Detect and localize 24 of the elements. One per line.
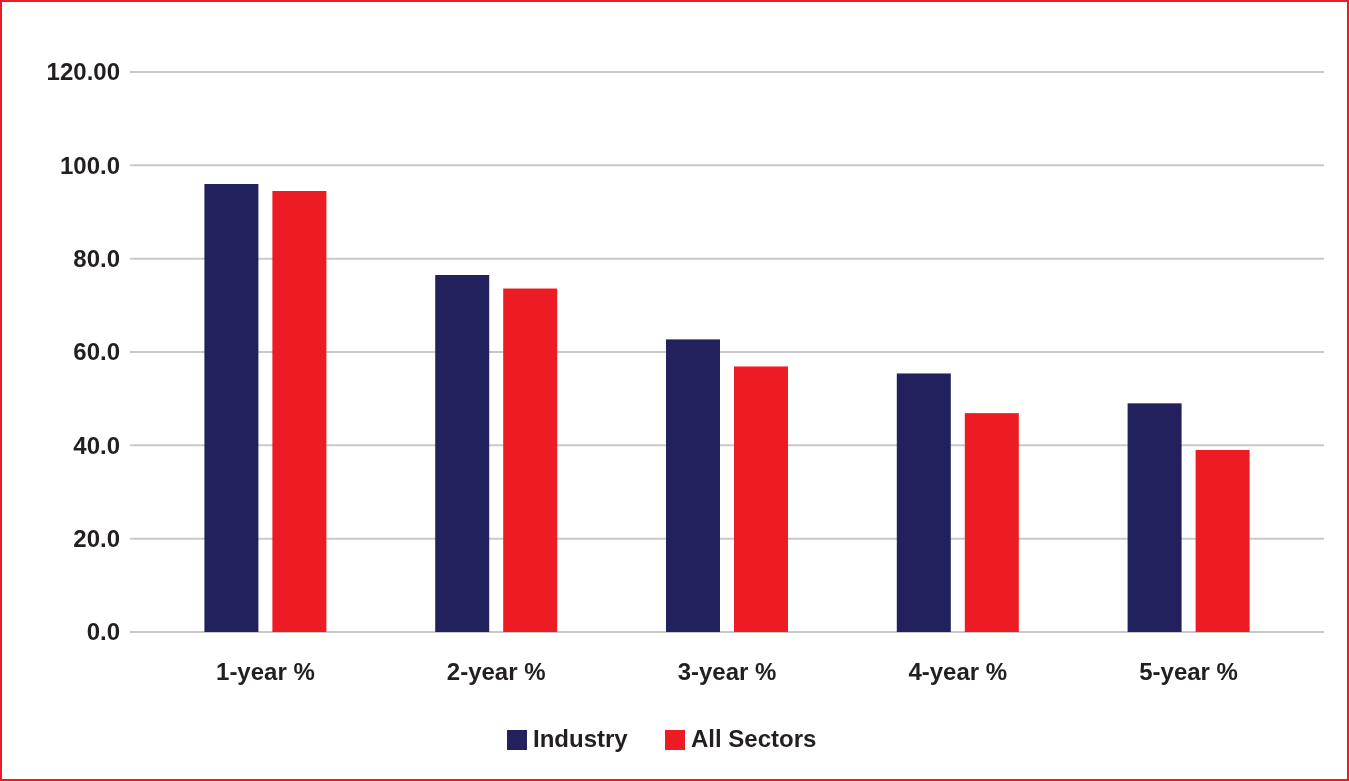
bar <box>666 339 720 632</box>
x-tick-label: 4-year % <box>908 658 1008 685</box>
y-tick-label: 20.0 <box>73 525 120 553</box>
y-tick-label: 0.0 <box>86 618 120 646</box>
x-tick-label: 3-year % <box>677 658 777 685</box>
bar <box>503 288 558 632</box>
bar <box>272 191 327 632</box>
y-tick-label: 100.0 <box>59 151 120 179</box>
bar <box>1127 403 1182 632</box>
y-tick-label: 120.00 <box>46 58 120 86</box>
legend-label: All Sectors <box>691 725 817 753</box>
y-tick-label: 60.0 <box>73 338 120 366</box>
y-tick-label: 40.0 <box>73 431 120 459</box>
x-tick-label: 2-year % <box>446 658 546 685</box>
bar <box>435 275 490 632</box>
x-tick-label: 5-year % <box>1139 658 1238 685</box>
bar <box>964 413 1019 632</box>
bar <box>734 366 788 632</box>
y-tick-label: 80.0 <box>73 245 120 273</box>
bar <box>896 373 951 632</box>
x-tick-label: 1-year % <box>216 658 315 685</box>
bar <box>204 184 259 632</box>
legend-label: Industry <box>533 725 629 753</box>
bar <box>1195 450 1250 632</box>
